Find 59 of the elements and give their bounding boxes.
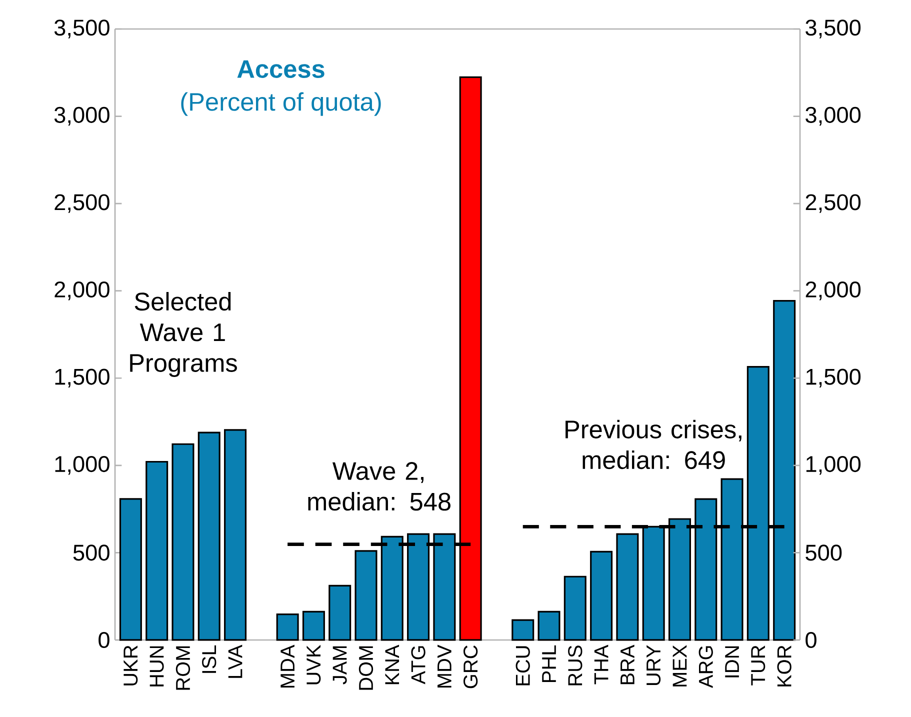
y2-tick-label: 2,500 xyxy=(806,194,861,213)
y2-tick-label: 2,000 xyxy=(806,281,861,300)
y-tick-label: 500 xyxy=(73,544,110,561)
x-tick-label: ISL xyxy=(202,645,216,673)
y2-tick-label: 1,500 xyxy=(806,368,861,388)
y2-tick-label: 3,000 xyxy=(806,106,861,126)
bar xyxy=(224,429,247,641)
bar xyxy=(564,576,586,641)
bar xyxy=(328,584,352,641)
y-tick-label: 3,000 xyxy=(54,106,110,126)
bar xyxy=(119,498,142,641)
x-tick-label: DOM xyxy=(358,646,374,690)
x-tick-label: ARG xyxy=(698,646,713,688)
x-tick-label: JAM xyxy=(332,646,347,684)
bar xyxy=(512,619,534,641)
x-tick-label: HUN xyxy=(150,646,164,686)
annotation: Selected Wave 1 Programs xyxy=(130,292,237,377)
annotation: Wave 2, median: 548 xyxy=(308,462,450,511)
bar xyxy=(590,550,613,641)
y-tick-label: 2,000 xyxy=(54,281,110,300)
x-tick-label: PHL xyxy=(542,645,556,682)
x-tick-label: ROM xyxy=(176,646,190,690)
bar xyxy=(302,610,325,641)
x-tick-label: LVA xyxy=(228,644,242,678)
x-tick-label: MDA xyxy=(280,644,294,688)
text: (Percent of quota) xyxy=(181,92,381,116)
x-tick-label: UVK xyxy=(306,644,321,684)
bar xyxy=(276,614,299,641)
y2-tick-label: 3,500 xyxy=(806,20,861,38)
x-tick-label: KOR xyxy=(777,646,792,686)
x-tick-label: RUS xyxy=(568,646,582,686)
x-tick-label: UKR xyxy=(124,646,138,686)
x-tick-label: TUR xyxy=(751,646,766,686)
x-tick-label: BRA xyxy=(620,644,634,684)
text: Access xyxy=(237,60,324,78)
x-tick-label: THA xyxy=(594,644,608,684)
x-tick-label: IDN xyxy=(725,646,739,678)
y-tick-label: 1,500 xyxy=(55,368,110,388)
bar xyxy=(616,533,639,641)
bar xyxy=(198,432,220,641)
x-tick-label: GRC xyxy=(463,645,478,688)
x-tick-label: ATG xyxy=(411,646,426,684)
x-tick-label: URY xyxy=(646,645,661,686)
annotation: Previous crises, median: 649 xyxy=(566,420,742,470)
y-tick-label: 1,000 xyxy=(55,456,110,475)
y2-tick-label: 0 xyxy=(806,632,816,648)
y-tick-label: 2,500 xyxy=(54,194,110,213)
bar xyxy=(146,460,168,641)
x-tick-label: ECU xyxy=(516,646,530,686)
y2-tick-label: 500 xyxy=(806,544,842,561)
bar xyxy=(354,550,378,641)
x-tick-label: MEX xyxy=(672,645,687,686)
y2-tick-label: 1,000 xyxy=(806,456,861,475)
y-tick-label: 3,500 xyxy=(54,20,110,38)
x-tick-label: MDV xyxy=(438,644,452,688)
bar xyxy=(172,443,194,641)
bar xyxy=(538,610,560,641)
y-tick-label: 0 xyxy=(98,632,110,648)
x-tick-label: KNA xyxy=(385,644,400,684)
